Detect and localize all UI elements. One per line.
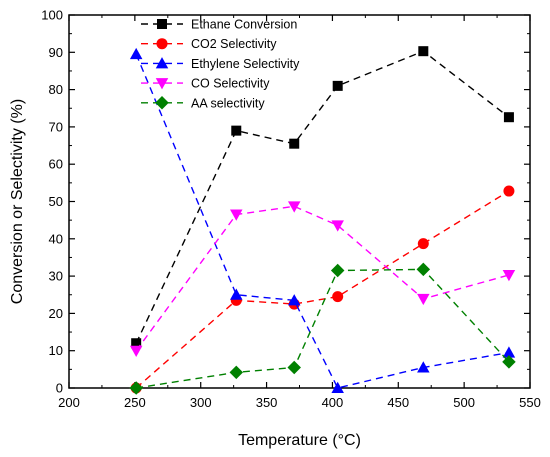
x-axis: 200 250 300 350 400 450 500 550	[58, 15, 541, 410]
legend-label: Ethane Conversion	[191, 18, 297, 32]
data-point	[503, 112, 514, 123]
legend: Ethane Conversion CO2 Selectivity Ethylene…	[141, 18, 300, 110]
data-point	[502, 269, 516, 282]
legend-label: CO2 Selectivity	[191, 37, 277, 51]
y-tick-label: 90	[49, 45, 63, 60]
x-tick-label: 200	[58, 395, 80, 410]
x-axis-title: Temperature (°C)	[238, 432, 361, 449]
x-tick-label: 300	[190, 395, 212, 410]
legend-item: Ethylene Selectivity	[141, 57, 300, 71]
legend-marker	[156, 38, 168, 50]
series-3	[129, 201, 516, 357]
y-tick-label: 10	[49, 343, 63, 358]
y-tick-label: 100	[41, 8, 63, 23]
series-2	[129, 47, 516, 393]
data-point	[418, 46, 429, 57]
series-line	[135, 205, 510, 352]
data-point	[502, 355, 516, 369]
legend-item: CO2 Selectivity	[141, 37, 277, 51]
data-point	[330, 263, 345, 278]
series-line	[135, 50, 510, 344]
data-point	[287, 294, 301, 306]
series-line	[135, 190, 510, 389]
legend-item: CO Selectivity	[141, 77, 270, 91]
legend-marker	[157, 19, 167, 29]
data-point	[229, 365, 244, 380]
data-point	[289, 138, 300, 149]
data-point	[129, 47, 143, 60]
legend-item: AA selectivity	[141, 96, 265, 110]
data-point	[230, 288, 243, 300]
data-point	[331, 381, 344, 393]
data-point	[503, 185, 515, 197]
x-tick-label: 450	[387, 395, 409, 410]
data-point	[287, 201, 301, 213]
legend-marker	[155, 78, 169, 90]
data-point	[230, 209, 243, 221]
series-4	[129, 262, 516, 395]
x-tick-label: 550	[519, 395, 541, 410]
data-point	[332, 291, 344, 303]
data-point	[502, 346, 516, 358]
legend-item: Ethane Conversion	[141, 18, 297, 32]
data-point	[332, 80, 343, 91]
legend-label: Ethylene Selectivity	[191, 57, 300, 71]
series-layer	[129, 46, 516, 395]
data-point	[331, 220, 344, 232]
data-point	[417, 293, 430, 306]
y-tick-label: 30	[49, 269, 63, 284]
legend-marker	[155, 57, 169, 69]
series-line	[135, 53, 510, 389]
y-tick-label: 20	[49, 306, 63, 321]
series-0	[131, 46, 514, 349]
y-tick-label: 70	[49, 119, 63, 134]
x-tick-label: 250	[124, 395, 146, 410]
data-point	[287, 360, 301, 375]
y-tick-label: 0	[56, 381, 63, 396]
data-point	[129, 345, 143, 357]
x-tick-label: 500	[453, 395, 475, 410]
y-axis: 0 10 20 30 40 50 60 70 80 90 100	[41, 8, 530, 396]
legend-marker	[155, 96, 169, 110]
legend-label: AA selectivity	[191, 96, 265, 110]
data-point	[417, 238, 429, 250]
data-point	[417, 361, 430, 373]
data-point	[131, 338, 142, 349]
series-line	[136, 268, 510, 389]
x-tick-label: 400	[322, 395, 344, 410]
data-point	[231, 125, 242, 136]
y-tick-label: 40	[49, 231, 63, 246]
data-point	[416, 262, 431, 277]
y-axis-title: Conversion or Selectivity (%)	[9, 99, 26, 304]
y-tick-label: 60	[49, 157, 63, 172]
legend-label: CO Selectivity	[191, 77, 270, 91]
y-tick-label: 50	[49, 194, 63, 209]
x-tick-label: 350	[256, 395, 278, 410]
data-point	[129, 381, 143, 395]
y-tick-label: 80	[49, 82, 63, 97]
